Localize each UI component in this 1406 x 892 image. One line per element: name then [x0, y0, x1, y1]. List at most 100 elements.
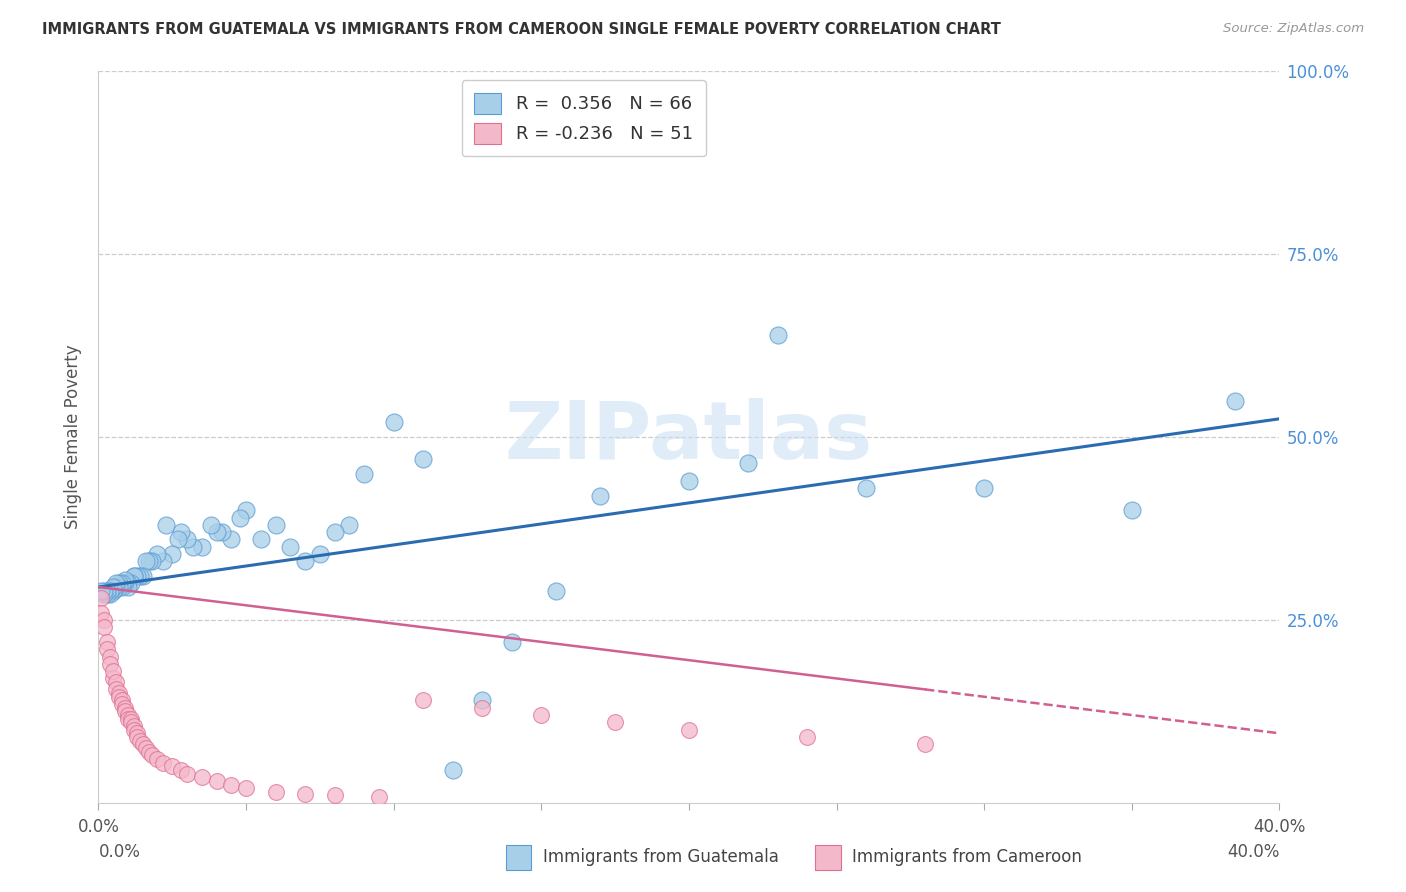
Text: Immigrants from Guatemala: Immigrants from Guatemala	[543, 848, 779, 866]
Point	[117, 708, 139, 723]
Point	[135, 740, 157, 755]
Point	[114, 576, 136, 591]
Point	[309, 547, 332, 561]
Point	[117, 580, 139, 594]
Point	[382, 416, 405, 430]
Point	[93, 613, 115, 627]
Point	[98, 587, 121, 601]
Point	[138, 554, 160, 568]
Point	[96, 635, 118, 649]
Point	[128, 569, 150, 583]
Point	[146, 547, 169, 561]
Point	[323, 525, 346, 540]
Point	[200, 517, 222, 532]
Point	[141, 554, 163, 568]
Point	[191, 540, 214, 554]
Point	[176, 533, 198, 547]
Point	[117, 712, 139, 726]
Point	[96, 642, 118, 657]
Point	[111, 697, 134, 711]
Point	[108, 690, 131, 704]
Point	[105, 682, 128, 697]
Point	[323, 789, 346, 803]
Point	[605, 715, 627, 730]
Point	[146, 752, 169, 766]
Y-axis label: Single Female Poverty: Single Female Poverty	[65, 345, 83, 529]
Point	[229, 510, 252, 524]
Point	[103, 672, 125, 686]
Point	[120, 712, 142, 726]
Point	[90, 583, 112, 598]
Point	[471, 700, 494, 714]
Point	[135, 554, 157, 568]
Point	[278, 540, 302, 554]
Point	[546, 583, 568, 598]
Point	[973, 481, 995, 495]
Point	[138, 745, 160, 759]
Point	[219, 777, 242, 792]
Point	[441, 763, 464, 777]
Point	[471, 693, 494, 707]
Point	[103, 583, 125, 598]
Point	[264, 785, 287, 799]
Point	[114, 705, 136, 719]
Text: 0.0%: 0.0%	[98, 843, 141, 861]
Point	[108, 580, 131, 594]
Point	[250, 533, 273, 547]
Point	[114, 573, 136, 587]
Point	[501, 635, 523, 649]
Point	[170, 525, 193, 540]
Point	[98, 657, 121, 671]
Point	[105, 675, 128, 690]
Point	[93, 583, 115, 598]
Text: IMMIGRANTS FROM GUATEMALA VS IMMIGRANTS FROM CAMEROON SINGLE FEMALE POVERTY CORR: IMMIGRANTS FROM GUATEMALA VS IMMIGRANTS …	[42, 22, 1001, 37]
Point	[737, 456, 759, 470]
Point	[191, 770, 214, 784]
Point	[162, 759, 183, 773]
Point	[162, 547, 183, 561]
Point	[96, 583, 118, 598]
Point	[1223, 393, 1246, 408]
Point	[90, 591, 112, 605]
Point	[796, 730, 818, 744]
Point	[219, 533, 242, 547]
Point	[235, 781, 257, 796]
Text: ZIPatlas: ZIPatlas	[505, 398, 873, 476]
Point	[205, 773, 228, 788]
Point	[108, 576, 131, 591]
Point	[108, 686, 131, 700]
Point	[122, 719, 145, 733]
Point	[103, 583, 125, 598]
Point	[264, 517, 287, 532]
Point	[122, 723, 145, 737]
Point	[412, 452, 434, 467]
Point	[294, 554, 316, 568]
Point	[678, 723, 700, 737]
Point	[132, 569, 155, 583]
Point	[132, 737, 155, 751]
Point	[93, 620, 115, 634]
Point	[105, 576, 128, 591]
Legend: R =  0.356   N = 66, R = -0.236   N = 51: R = 0.356 N = 66, R = -0.236 N = 51	[461, 80, 706, 156]
Point	[678, 474, 700, 488]
Point	[235, 503, 257, 517]
Point	[125, 726, 148, 740]
Point	[170, 763, 193, 777]
Point	[125, 569, 148, 583]
Point	[114, 700, 136, 714]
Point	[152, 554, 174, 568]
Point	[141, 748, 163, 763]
Point	[117, 576, 139, 591]
Point	[339, 517, 360, 532]
Point	[122, 569, 145, 583]
Point	[105, 580, 128, 594]
Text: Source: ZipAtlas.com: Source: ZipAtlas.com	[1223, 22, 1364, 36]
Point	[1121, 503, 1143, 517]
Point	[167, 533, 190, 547]
Point	[855, 481, 877, 495]
Point	[589, 489, 612, 503]
Point	[111, 693, 134, 707]
Point	[103, 580, 125, 594]
Point	[181, 540, 204, 554]
Point	[530, 708, 553, 723]
